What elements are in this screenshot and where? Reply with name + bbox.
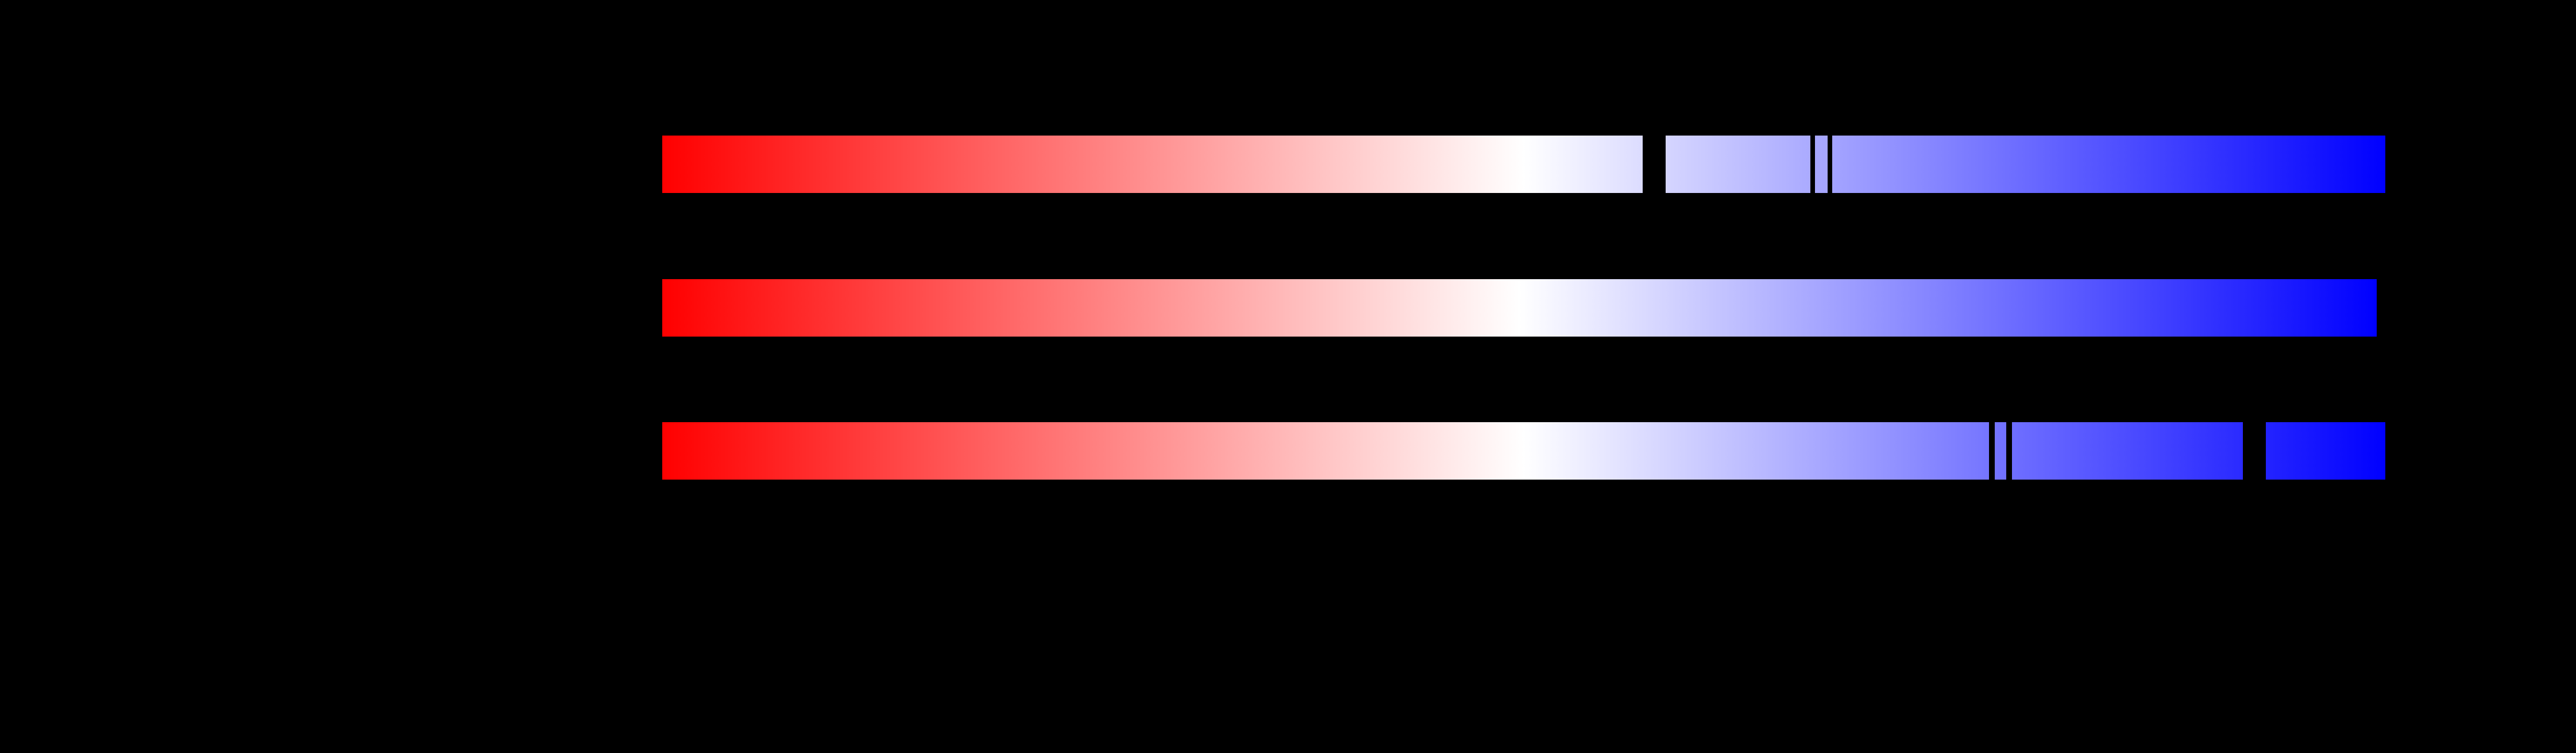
tick-mark bbox=[2006, 422, 2012, 480]
tick-mark bbox=[1827, 136, 1832, 193]
gap-mark bbox=[2242, 422, 2266, 480]
tick-mark bbox=[1810, 136, 1815, 193]
gradient-strip-3 bbox=[662, 422, 2385, 480]
gap-mark bbox=[1643, 136, 1666, 193]
gradient-strip-1 bbox=[662, 136, 2385, 193]
gradient-strip-2 bbox=[662, 279, 2377, 337]
tick-mark bbox=[1989, 422, 1995, 480]
